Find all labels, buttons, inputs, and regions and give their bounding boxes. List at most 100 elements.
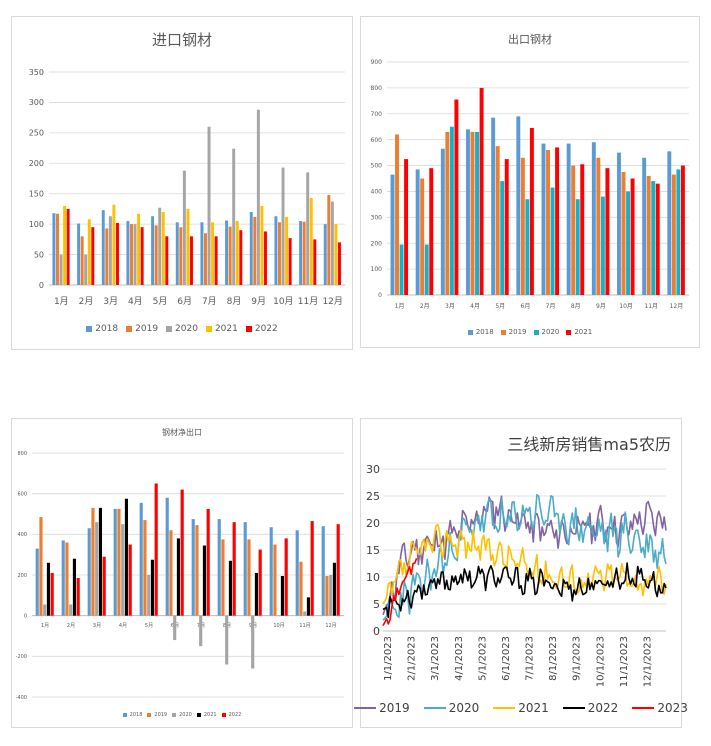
- bar: [239, 230, 243, 285]
- bar: [43, 604, 47, 616]
- bar: [420, 178, 425, 295]
- x-tick-label: 3月: [103, 296, 118, 307]
- bar: [329, 575, 333, 616]
- bar: [306, 597, 311, 616]
- bar: [46, 562, 51, 616]
- y-tick-label: 300: [29, 98, 44, 107]
- bar: [173, 615, 177, 641]
- bar: [191, 519, 195, 616]
- bar: [667, 151, 672, 295]
- bar: [516, 116, 521, 295]
- y-tick-label: 250: [29, 129, 44, 138]
- bar: [98, 507, 103, 616]
- legend-item-2021: 2021: [566, 328, 592, 336]
- bar: [113, 508, 117, 616]
- bar: [165, 497, 169, 616]
- y-tick-label: 400: [371, 189, 383, 196]
- bar: [309, 197, 313, 285]
- bar: [284, 538, 288, 616]
- y-tick-label: 200: [371, 240, 383, 247]
- chart-legend: 2018 2019 2020 2021 2022: [12, 324, 352, 334]
- legend-item-2020: 2020: [166, 324, 198, 334]
- bar: [204, 233, 207, 285]
- bar: [165, 236, 169, 285]
- x-tick-label: 9/1/2023: [572, 636, 583, 681]
- bar: [199, 615, 203, 647]
- x-tick-label: 7月: [202, 296, 217, 307]
- x-tick-label: 7月: [546, 303, 556, 310]
- bar: [126, 221, 130, 285]
- legend-item-2020: 2020: [172, 712, 192, 718]
- bar: [91, 507, 95, 616]
- y-tick-label: 10: [366, 571, 380, 584]
- bar: [285, 216, 289, 285]
- bar: [251, 615, 255, 669]
- bar: [56, 213, 59, 285]
- x-tick-label: 11/1/2023: [619, 636, 630, 687]
- bar: [600, 196, 605, 295]
- bar: [330, 201, 334, 285]
- bar: [214, 236, 218, 285]
- bar: [415, 169, 420, 295]
- bar: [108, 216, 112, 285]
- bar: [274, 216, 278, 285]
- bar: [235, 221, 239, 285]
- bar: [147, 575, 151, 616]
- bar: [424, 244, 429, 295]
- bar: [605, 168, 610, 295]
- x-tick-label: 4月: [128, 296, 143, 307]
- x-tick-label: 6/1/2023: [501, 636, 512, 681]
- bar: [200, 222, 204, 285]
- bar: [580, 164, 585, 295]
- bar: [566, 143, 571, 295]
- y-tick-label: 20: [366, 517, 380, 530]
- y-tick-label: 350: [29, 68, 44, 77]
- bar: [591, 142, 596, 295]
- bar: [137, 213, 141, 285]
- bar: [395, 134, 399, 295]
- x-tick-label: 1/1/2023: [383, 636, 394, 681]
- y-tick-label: 15: [366, 544, 380, 557]
- legend-item-2019: 2019: [354, 701, 410, 715]
- x-tick-label: 1月: [41, 623, 49, 629]
- bar: [211, 222, 215, 285]
- y-tick-label: 100: [29, 220, 44, 229]
- x-tick-label: 3月: [93, 623, 101, 629]
- bar: [115, 222, 119, 285]
- import-bar-chart: 0 50 100 150 200 250 300 350 1月 2月 3月 4月 5月 6月 7月 8月 9月 1…: [29, 68, 345, 307]
- legend-item-2020: 2020: [423, 701, 479, 715]
- bar: [63, 205, 67, 285]
- bar: [179, 227, 183, 285]
- legend-item-2022: 2022: [221, 712, 241, 718]
- x-tick-label: 3/1/2023: [430, 636, 441, 681]
- legend-item-2020: 2020: [533, 328, 559, 336]
- bar: [91, 227, 95, 285]
- bar: [680, 165, 685, 295]
- x-tick-label: 1月: [395, 303, 405, 310]
- bar: [158, 207, 162, 285]
- bar: [299, 221, 303, 285]
- bar: [491, 117, 496, 296]
- bar: [105, 228, 109, 285]
- chart-title: 三线新房销售ma5农历: [507, 435, 671, 454]
- bar: [525, 199, 530, 295]
- x-tick-label: 12月: [670, 303, 684, 310]
- bar: [143, 520, 147, 616]
- bar: [575, 199, 580, 295]
- bar: [151, 216, 155, 285]
- bar: [440, 148, 445, 295]
- bar: [281, 167, 285, 285]
- bar: [243, 522, 247, 616]
- y-tick-label: 400: [17, 532, 27, 538]
- x-tick-label: 2月: [420, 303, 430, 310]
- bar: [154, 483, 158, 616]
- x-tick-label: 2月: [79, 296, 94, 307]
- bar: [232, 148, 236, 285]
- bar: [596, 157, 601, 295]
- bar: [495, 146, 500, 295]
- y-tick-label: 0: [373, 625, 380, 638]
- chart-panel-tier3-sales: 三线新房销售ma5农历 0 5 10 15 20 25 30 1/1/2023 2/1/2023…: [354, 418, 688, 728]
- bar: [112, 204, 116, 285]
- bar: [87, 219, 91, 285]
- bar: [295, 530, 299, 616]
